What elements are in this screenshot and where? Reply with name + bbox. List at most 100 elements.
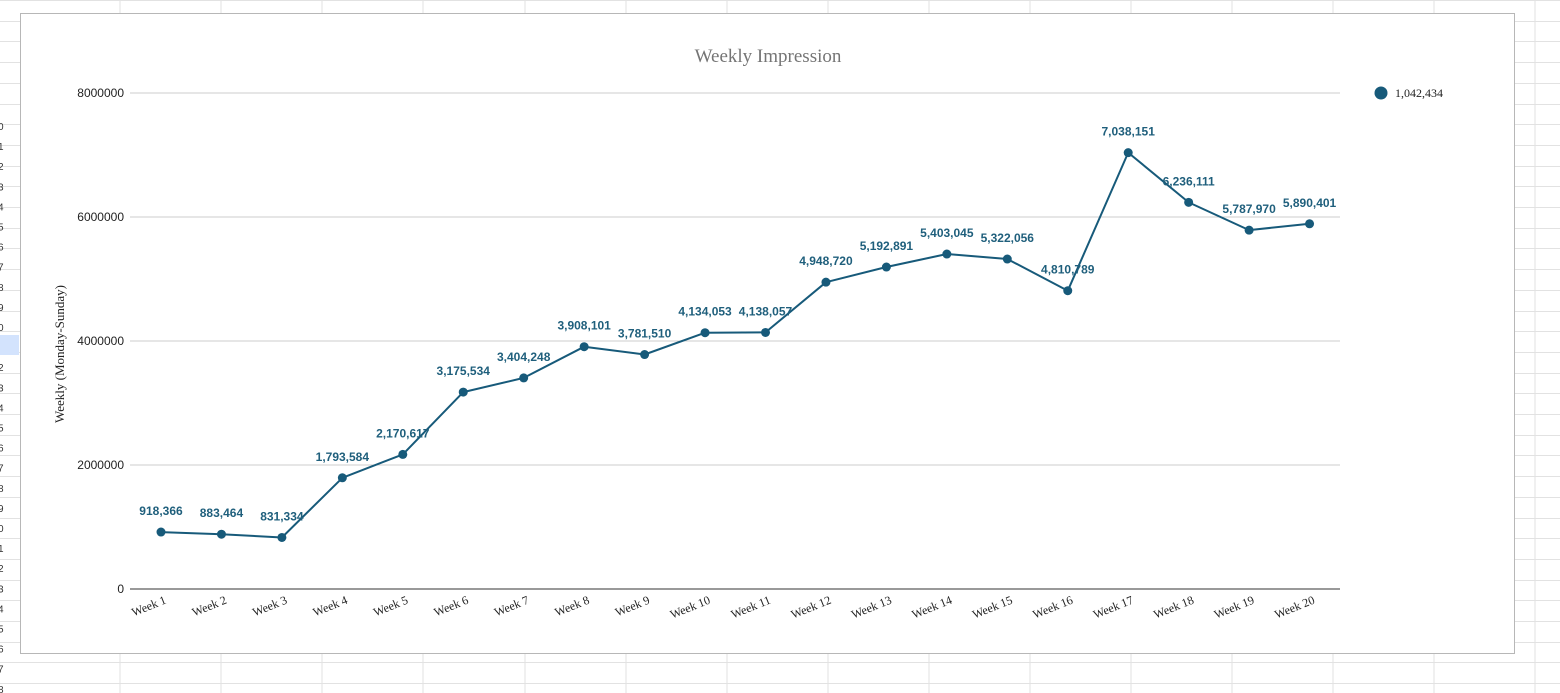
selected-row-highlight — [0, 335, 19, 355]
row-number: 3 — [0, 584, 4, 595]
x-tick-label: Week 8 — [553, 593, 592, 619]
data-label: 1,793,584 — [316, 450, 370, 464]
data-point[interactable] — [519, 373, 529, 383]
row-number: 7 — [0, 263, 4, 274]
data-point[interactable] — [1244, 225, 1254, 235]
data-label: 3,175,534 — [437, 364, 491, 378]
data-point[interactable] — [761, 327, 770, 337]
row-number: 2 — [0, 363, 4, 374]
row-number: 8 — [0, 685, 4, 693]
row-number: 4 — [0, 202, 4, 213]
row-number: 0 — [0, 122, 4, 133]
data-point[interactable] — [1184, 197, 1194, 207]
data-point[interactable] — [579, 342, 589, 352]
data-point[interactable] — [700, 328, 710, 338]
row-number: 6 — [0, 444, 4, 455]
x-tick-label: Week 20 — [1272, 593, 1316, 622]
x-tick-label: Week 1 — [129, 593, 168, 619]
x-tick-label: Week 7 — [492, 593, 531, 619]
row-number: 6 — [0, 243, 4, 254]
x-tick-label: Week 9 — [613, 593, 652, 619]
data-label: 5,192,891 — [860, 239, 914, 253]
data-point[interactable] — [1123, 148, 1133, 158]
data-label: 5,403,045 — [920, 226, 974, 240]
chart-title: Weekly Impression — [695, 46, 842, 67]
y-tick-label: 4000000 — [77, 334, 124, 348]
data-label: 2,170,617 — [376, 426, 430, 440]
data-point[interactable] — [1063, 286, 1073, 296]
data-point[interactable] — [942, 249, 952, 259]
data-label: 4,134,053 — [678, 305, 732, 319]
y-axis-label: Weekly (Monday-Sunday) — [52, 285, 67, 423]
row-number: 4 — [0, 604, 4, 615]
gridlines — [130, 92, 1340, 590]
data-labels: 918,366 883,464 831,334 1,793,584 2,170,617 3… — [139, 125, 1336, 524]
data-point[interactable] — [881, 262, 891, 272]
data-point[interactable] — [458, 387, 468, 397]
data-label: 3,404,248 — [497, 350, 551, 364]
data-point[interactable] — [216, 529, 226, 539]
row-number: 8 — [0, 484, 4, 495]
x-tick-label: Week 3 — [250, 593, 289, 619]
row-number: 5 — [0, 424, 4, 435]
row-number: 2 — [0, 162, 4, 173]
data-label: 918,366 — [139, 504, 183, 518]
data-points[interactable] — [156, 148, 1315, 542]
x-tick-label: Week 13 — [849, 593, 893, 622]
data-label: 4,138,057 — [739, 304, 793, 318]
x-tick-label: Week 10 — [668, 593, 712, 622]
row-number: 5 — [0, 223, 4, 234]
data-label: 6,236,111 — [1163, 174, 1215, 188]
x-tick-label: Week 16 — [1031, 593, 1075, 622]
x-tick-label: Week 4 — [311, 593, 350, 619]
row-number: 7 — [0, 464, 4, 475]
x-tick-label: Week 14 — [910, 593, 954, 622]
row-number: 1 — [0, 142, 4, 153]
y-axis-ticks: 0 2000000 4000000 6000000 8000000 — [77, 86, 124, 596]
row-number: 0 — [0, 524, 4, 535]
y-tick-label: 2000000 — [77, 458, 124, 472]
data-point[interactable] — [398, 449, 408, 459]
legend-entry: 1,042,434 — [1395, 86, 1443, 100]
x-tick-label: Week 2 — [190, 593, 229, 619]
row-number: 3 — [0, 383, 4, 394]
row-number: 0 — [0, 323, 4, 334]
data-label: 5,787,970 — [1222, 202, 1276, 216]
row-number: 9 — [0, 303, 4, 314]
data-point[interactable] — [821, 277, 831, 287]
data-point[interactable] — [337, 473, 347, 483]
row-number: 3 — [0, 182, 4, 193]
y-tick-label: 8000000 — [77, 86, 124, 100]
x-tick-label: Week 6 — [432, 593, 471, 619]
row-number: 8 — [0, 283, 4, 294]
row-number: 7 — [0, 665, 4, 676]
data-label: 5,322,056 — [981, 231, 1035, 245]
data-point[interactable] — [640, 350, 650, 360]
x-tick-label: Week 17 — [1091, 593, 1135, 622]
data-point[interactable] — [1305, 219, 1315, 229]
x-tick-label: Week 12 — [789, 593, 833, 622]
x-tick-label: Week 15 — [970, 593, 1014, 622]
x-tick-label: Week 11 — [729, 593, 773, 622]
legend[interactable]: 1,042,434 — [1374, 86, 1444, 100]
data-point[interactable] — [277, 532, 287, 542]
data-point[interactable] — [156, 527, 166, 537]
data-label: 4,948,720 — [799, 254, 853, 268]
data-label: 883,464 — [200, 506, 244, 520]
x-tick-label: Week 5 — [371, 593, 410, 619]
y-tick-label: 0 — [117, 582, 124, 596]
row-number: 5 — [0, 625, 4, 636]
data-label: 3,781,510 — [618, 327, 672, 341]
x-tick-label: Week 18 — [1152, 593, 1196, 622]
x-axis-ticks: Week 1 Week 2 Week 3 Week 4 Week 5 Week 6 Week… — [129, 593, 1316, 622]
data-label: 3,908,101 — [557, 319, 611, 333]
data-point[interactable] — [1002, 254, 1012, 264]
row-number: 4 — [0, 403, 4, 414]
series-line[interactable] — [160, 151, 1310, 539]
legend-marker — [1374, 86, 1388, 100]
series-path — [160, 151, 1310, 539]
row-number: 2 — [0, 564, 4, 575]
data-label: 4,810,789 — [1041, 263, 1095, 277]
data-label: 5,890,401 — [1283, 196, 1337, 210]
